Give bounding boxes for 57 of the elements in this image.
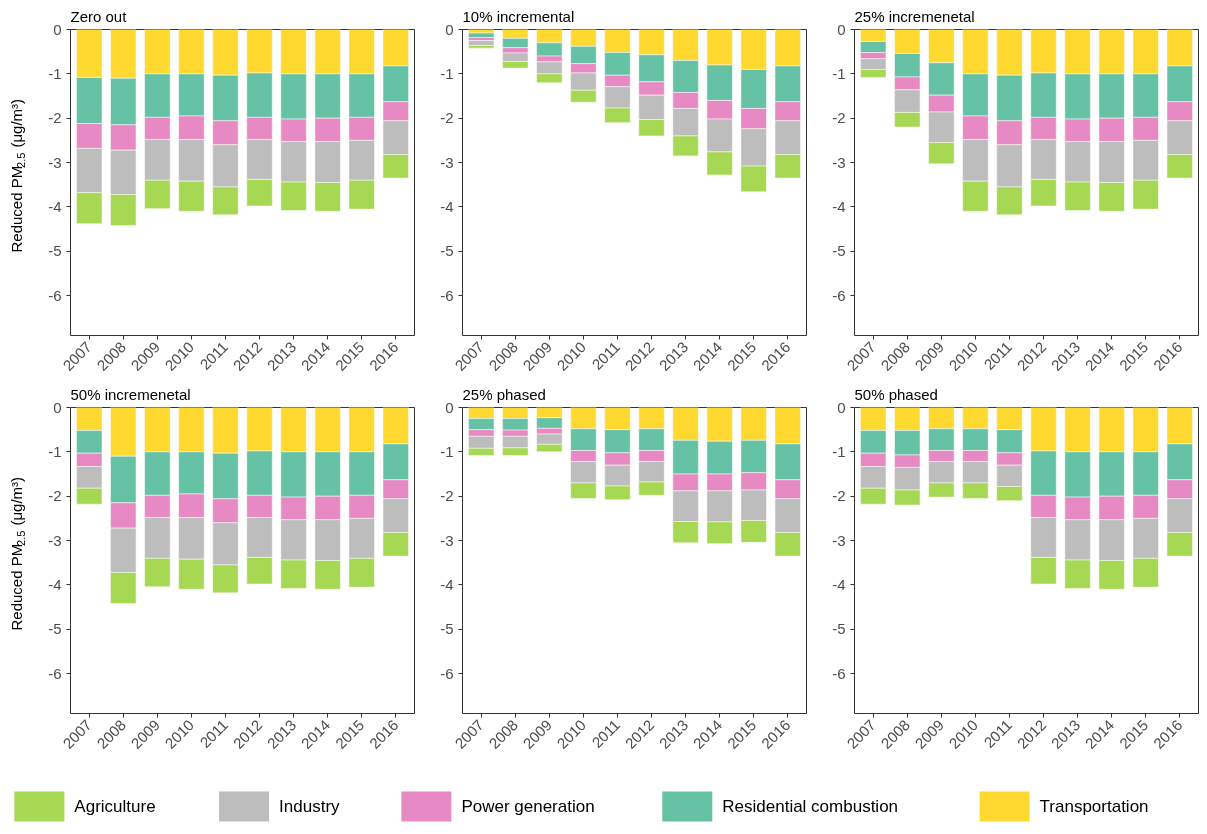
y-tick-label: -5: [440, 242, 454, 260]
legend-label: Power generation: [461, 797, 595, 816]
y-tick-label: -3: [440, 531, 454, 549]
bar: [468, 40, 495, 46]
legend-label: Industry: [279, 797, 341, 816]
y-tick-label: -5: [440, 620, 454, 638]
y-tick-label: 0: [837, 20, 846, 38]
y-tick-label: -6: [440, 286, 454, 304]
y-tick-label: -6: [48, 664, 62, 682]
legend-label: Residential combustion: [722, 797, 899, 816]
y-tick-label: -1: [440, 442, 454, 460]
y-tick-label: -4: [440, 197, 454, 215]
chart-title: 10% incremental: [462, 7, 575, 25]
y-tick-label: -5: [832, 620, 846, 638]
y-tick-label: 0: [445, 398, 454, 416]
y-tick-label: -2: [48, 109, 62, 127]
y-tick-label: 0: [445, 20, 454, 38]
y-tick-label: 0: [53, 398, 62, 416]
legend-label: Agriculture: [74, 797, 156, 816]
y-tick-label: -4: [48, 575, 62, 593]
y-tick-label: -4: [832, 197, 846, 215]
y-tick-label: -4: [48, 197, 62, 215]
y-tick-label: -2: [440, 109, 454, 127]
y-tick-label: -3: [48, 153, 62, 171]
y-tick-label: -1: [832, 442, 846, 460]
bar: [468, 32, 495, 38]
chart-title: 25% incremenetal: [854, 7, 975, 25]
y-axis-title: Reduced PM2.5 (μg/m³): [8, 476, 27, 631]
chart-title: 50% incremenetal: [70, 385, 191, 403]
y-tick-label: -2: [832, 109, 846, 127]
y-tick-label: -5: [48, 620, 62, 638]
y-tick-label: -3: [48, 531, 62, 549]
y-tick-label: -2: [48, 487, 62, 505]
y-tick-label: -2: [440, 487, 454, 505]
legend-label: Transportation: [1039, 797, 1149, 816]
y-tick-label: -4: [832, 575, 846, 593]
y-tick-label: -6: [48, 286, 62, 304]
y-tick-label: -5: [48, 242, 62, 260]
y-axis-title: Reduced PM2.5 (μg/m³): [8, 98, 27, 253]
y-tick-label: -1: [48, 64, 62, 82]
y-tick-label: -4: [440, 575, 454, 593]
chart-title: 50% phased: [854, 385, 938, 403]
y-tick-label: -5: [832, 242, 846, 260]
y-tick-label: -2: [832, 487, 846, 505]
y-tick-label: -3: [832, 531, 846, 549]
y-tick-label: -6: [832, 664, 846, 682]
chart-title: 25% phased: [462, 385, 546, 403]
y-tick-label: -6: [832, 286, 846, 304]
y-tick-label: -1: [440, 64, 454, 82]
y-tick-label: 0: [837, 398, 846, 416]
y-tick-label: 0: [53, 20, 62, 38]
y-tick-label: -6: [440, 664, 454, 682]
y-tick-label: -3: [832, 153, 846, 171]
chart-title: Zero out: [70, 7, 128, 25]
y-tick-label: -3: [440, 153, 454, 171]
y-tick-label: -1: [48, 442, 62, 460]
y-tick-label: -1: [832, 64, 846, 82]
